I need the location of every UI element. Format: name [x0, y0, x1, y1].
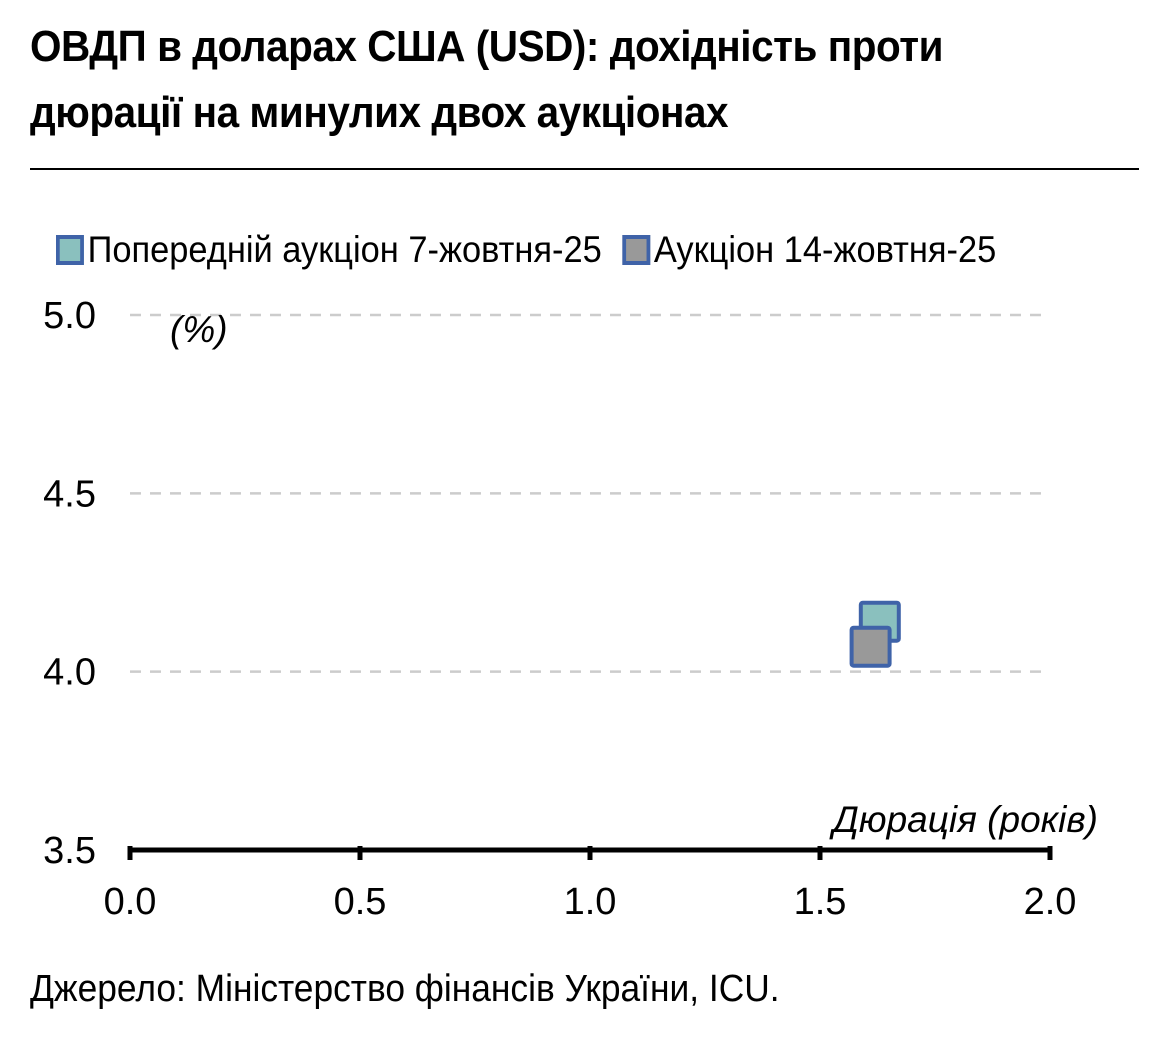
legend-item-previous: Попередній аукціон 7-жовтня-25: [56, 229, 602, 271]
data-point-series1-0: [849, 625, 892, 668]
y-axis-ticks: 3.5 4.0 4.5 5.0: [43, 295, 96, 872]
legend-swatch-current: [622, 235, 651, 265]
x-axis-ticks: 0.0 0.5 1.0 1.5 2.0: [104, 846, 1077, 923]
y-tick-label-1: 4.0: [43, 652, 96, 694]
legend-label-current: Аукціон 14-жовтня-25: [653, 229, 997, 270]
grid-lines: [130, 313, 1050, 673]
legend-swatch-previous: [56, 235, 84, 265]
x-tick-label-3: 1.5: [794, 881, 847, 923]
title-divider: [30, 168, 1139, 170]
x-tick-label-2: 1.0: [564, 881, 617, 923]
x-tick-label-0: 0.0: [104, 881, 157, 923]
scatter-plot: 3.5 4.0 4.5 5.0 0.0 0.5 1.0 1.5 2.0 (%) Дюрація…: [43, 295, 1098, 923]
y-axis-label: (%): [170, 309, 228, 350]
source-note: Джерело: Міністерство фінансів України, …: [30, 968, 780, 1010]
legend-label-previous: Попередній аукціон 7-жовтня-25: [87, 229, 602, 270]
x-tick-label-4: 2.0: [1024, 881, 1077, 923]
y-tick-label-2: 4.5: [43, 473, 96, 515]
y-tick-label-3: 5.0: [43, 295, 96, 337]
x-tick-label-1: 0.5: [334, 881, 387, 923]
data-markers: [849, 600, 901, 668]
legend-item-current: Аукціон 14-жовтня-25: [622, 229, 996, 271]
y-tick-label-0: 3.5: [43, 830, 96, 872]
chart-title: ОВДП в доларах США (USD): дохідність про…: [30, 22, 944, 137]
x-axis-label: Дюрація (років): [829, 799, 1098, 840]
chart-legend: Попередній аукціон 7-жовтня-25 Аукціон 1…: [56, 222, 1017, 278]
